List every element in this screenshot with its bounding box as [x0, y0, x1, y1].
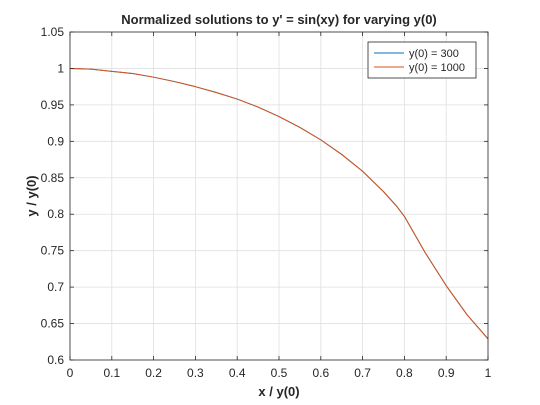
x-tick-label: 0.1: [103, 366, 120, 380]
x-tick-label: 0.9: [438, 366, 455, 380]
x-tick-labels: 0 0.1 0.2 0.3 0.4 0.5 0.6 0.7 0.8 0.9 1: [67, 366, 492, 380]
chart-title: Normalized solutions to y' = sin(xy) for…: [121, 12, 437, 27]
y-tick-label: 0.95: [41, 98, 65, 112]
legend-label-2: y(0) = 1000: [409, 62, 465, 74]
x-axis-label: x / y(0): [258, 384, 299, 399]
x-tick-label: 0.3: [187, 366, 204, 380]
x-tick-label: 0.4: [229, 366, 246, 380]
y-tick-label: 0.9: [47, 134, 64, 148]
x-tick-label: 0.2: [145, 366, 162, 380]
x-tick-label: 0.6: [312, 366, 329, 380]
y-tick-label: 0.6: [47, 353, 64, 367]
x-tick-label: 1: [485, 366, 492, 380]
legend: y(0) = 300 y(0) = 1000: [367, 41, 477, 79]
legend-label-1: y(0) = 300: [409, 48, 459, 60]
tick-marks: [69, 31, 489, 361]
series-line-2: [69, 67, 489, 340]
x-tick-label: 0: [67, 366, 74, 380]
y-tick-label: 0.85: [41, 171, 65, 185]
y-axis-label: y / y(0): [24, 175, 39, 216]
y-tick-label: 0.75: [41, 244, 65, 258]
y-tick-label: 1.05: [41, 25, 65, 39]
y-tick-label: 0.65: [41, 317, 65, 331]
x-tick-label: 0.7: [354, 366, 371, 380]
y-tick-label: 0.7: [47, 280, 64, 294]
y-tick-labels: 0.6 0.65 0.7 0.75 0.8 0.85 0.9 0.95 1 1.05: [41, 25, 65, 367]
y-tick-label: 0.8: [47, 207, 64, 221]
series-layer: [69, 67, 489, 340]
x-tick-label: 0.8: [396, 366, 413, 380]
x-tick-label: 0.5: [271, 366, 288, 380]
y-tick-label: 1: [57, 61, 64, 75]
legend-box: [367, 41, 477, 79]
